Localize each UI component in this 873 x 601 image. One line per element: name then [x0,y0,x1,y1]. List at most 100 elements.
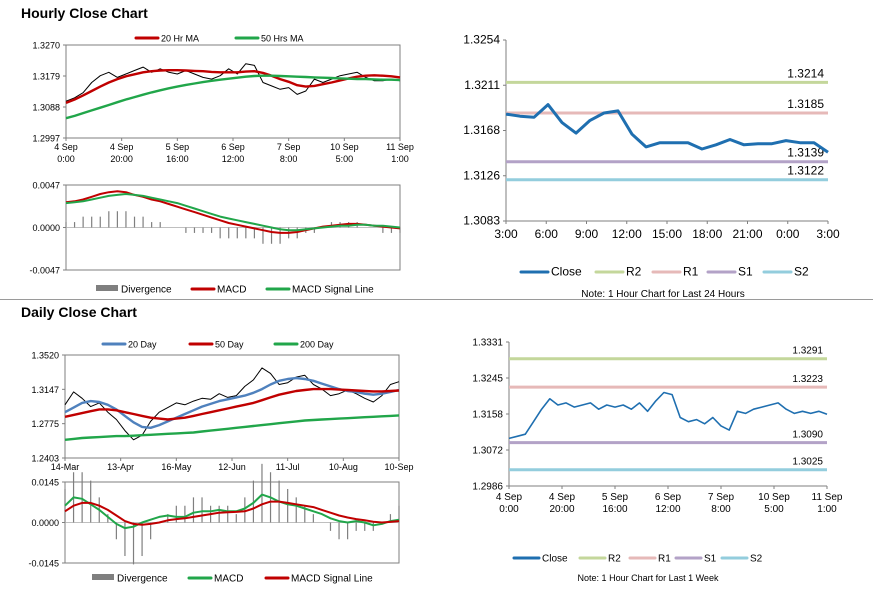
hourly-macd-legend-divergence-label: Divergence [121,285,172,296]
hourly-price-y-tick-label: 1.2997 [32,134,60,144]
daily-price-y-tick-label: 1.3147 [31,385,59,395]
hourly-section-title: Hourly Close Chart [21,5,148,21]
daily-price-legend-200day-label: 200 Day [300,340,334,350]
daily-week-level-label-s2: 1.3025 [792,457,823,468]
daily-week-y-tick-label: 1.3331 [472,338,503,349]
hourly-24h-level-label-s2: 1.3122 [787,164,824,178]
daily-week-x-tick-label: 6 Sep [655,492,682,503]
hourly-24h-x-tick-label: 15:00 [652,227,682,241]
hourly-price-x-tick-label-time: 20:00 [110,154,133,164]
daily-macd-series-macd-signal-line [64,500,400,526]
daily-week-level-label-s1: 1.3090 [792,430,823,441]
daily-price-y-tick-label: 1.3520 [31,351,59,361]
daily-week-legend-r1-label: R1 [658,554,671,565]
hourly-price-x-tick-label-time: 12:00 [222,154,245,164]
hourly-24h-y-tick-label: 1.3168 [463,123,500,137]
daily-week-y-tick-label: 1.3072 [472,446,503,457]
daily-price-x-tick-label: 11-Jul [276,462,300,472]
daily-macd-legend-divergence-swatch [92,574,114,580]
hourly-price-x-tick-label: 11 Sep [386,142,414,152]
hourly-24h-x-tick-label: 21:00 [732,227,762,241]
hourly-price-legend-ma50-label: 50 Hrs MA [261,34,304,44]
hourly-24h-x-tick-label: 3:00 [494,227,518,241]
hourly-24h-x-tick-label: 9:00 [575,227,599,241]
daily-price-y-tick-label: 1.2403 [31,454,59,464]
daily-price-legend-20day-label: 20 Day [128,340,157,350]
hourly-macd-y-tick-label: 0.0047 [32,181,60,191]
daily-price-x-tick-label: 12-Jun [218,462,246,472]
daily-week-x-tick-label-time: 5:00 [764,504,784,515]
hourly-24h-x-tick-label: 3:00 [816,227,840,241]
daily-week-x-tick-label: 4 Sep [496,492,523,503]
hourly-24h-note: Note: 1 Hour Chart for Last 24 Hours [581,289,744,300]
daily-week-x-tick-label-time: 20:00 [549,504,574,515]
daily-macd-legend-signal-label: MACD Signal Line [291,574,373,585]
hourly-24h-x-tick-label: 12:00 [612,227,642,241]
hourly-24h-legend-s1-label: S1 [738,265,753,279]
hourly-macd-legend-signal-label: MACD Signal Line [292,285,374,296]
daily-week-series-close [508,391,828,440]
section-divider [0,299,873,300]
hourly-24h-level-label-s1: 1.3139 [787,146,824,160]
hourly-price-y-tick-label: 1.3179 [32,72,60,82]
daily-price-y-tick-label: 1.2775 [31,419,59,429]
daily-section-title: Daily Close Chart [21,304,137,320]
hourly-price-series-20-hr-ma [65,68,401,105]
hourly-price-x-tick-label: 4 Sep [110,142,134,152]
daily-price-series-200-day [64,414,400,441]
hourly-price-series-50-hrs-ma [65,74,401,120]
daily-price-series-50-day [64,387,400,421]
hourly-24h-y-tick-label: 1.3126 [463,168,500,182]
daily-macd-legend-macd-label: MACD [214,574,243,585]
hourly-price-legend-ma20-label: 20 Hr MA [161,34,199,44]
hourly-price-x-tick-label: 10 Sep [330,142,359,152]
hourly-24h-series-close [505,103,829,154]
daily-price-x-tick-label: 10-Sep [384,462,413,472]
hourly-24h-y-tick-label: 1.3211 [464,78,500,92]
daily-price-series-20-day [64,376,400,429]
hourly-price-y-tick-label: 1.3088 [32,103,60,113]
daily-week-level-label-r1: 1.3223 [792,374,823,385]
daily-macd-y-tick-label: 0.0000 [31,518,59,528]
hourly-price-x-tick-label-time: 16:00 [166,154,189,164]
hourly-macd-legend-divergence-swatch [96,285,118,291]
hourly-price-x-tick-label-time: 8:00 [280,154,298,164]
hourly-price-series-close [65,63,401,102]
hourly-24h-x-tick-label: 18:00 [692,227,722,241]
daily-week-legend-r2-label: R2 [608,554,621,565]
daily-price-x-tick-label: 16-May [161,462,192,472]
daily-week-legend-s1-label: S1 [704,554,717,565]
daily-week-x-tick-label-time: 16:00 [602,504,627,515]
hourly-price-x-tick-label: 4 Sep [54,142,78,152]
hourly-macd-y-tick-label: 0.0000 [32,223,60,233]
hourly-price-x-tick-label-time: 0:00 [57,154,75,164]
hourly-24h-level-label-r2: 1.3214 [787,66,824,80]
hourly-price-y-tick-label: 1.3270 [32,41,60,51]
daily-price-legend-50day-label: 50 Day [215,340,244,350]
daily-week-note: Note: 1 Hour Chart for Last 1 Week [578,573,719,583]
daily-week-x-tick-label: 4 Sep [549,492,576,503]
daily-week-y-tick-label: 1.2986 [472,482,503,493]
hourly-24h-legend-r1-label: R1 [683,265,699,279]
daily-price-x-tick-label: 14-Mar [51,462,80,472]
hourly-24h-x-tick-label: 6:00 [535,227,559,241]
hourly-24h-legend-s2-label: S2 [794,265,809,279]
hourly-macd-legend-macd-label: MACD [217,285,246,296]
daily-week-legend-close-label: Close [542,554,568,565]
hourly-price-x-tick-label-time: 5:00 [336,154,354,164]
daily-week-legend-s2-label: S2 [750,554,763,565]
daily-week-x-tick-label: 5 Sep [602,492,629,503]
daily-price-series-close [64,367,400,441]
daily-week-x-tick-label-time: 1:00 [817,504,837,515]
hourly-price-x-tick-label-time: 1:00 [391,154,409,164]
hourly-macd-y-tick-label: -0.0047 [29,266,60,276]
daily-week-level-label-r2: 1.3291 [792,346,823,357]
hourly-24h-level-label-r1: 1.3185 [787,97,824,111]
daily-macd-y-tick-label: 0.0145 [31,478,59,488]
daily-week-x-tick-label: 11 Sep [812,492,843,503]
daily-price-x-tick-label: 13-Apr [107,462,134,472]
hourly-24h-legend-r2-label: R2 [626,265,642,279]
hourly-macd-series-macd-signal-line [65,193,401,232]
daily-week-y-tick-label: 1.3158 [472,410,503,421]
daily-macd-legend-divergence-label: Divergence [117,574,168,585]
